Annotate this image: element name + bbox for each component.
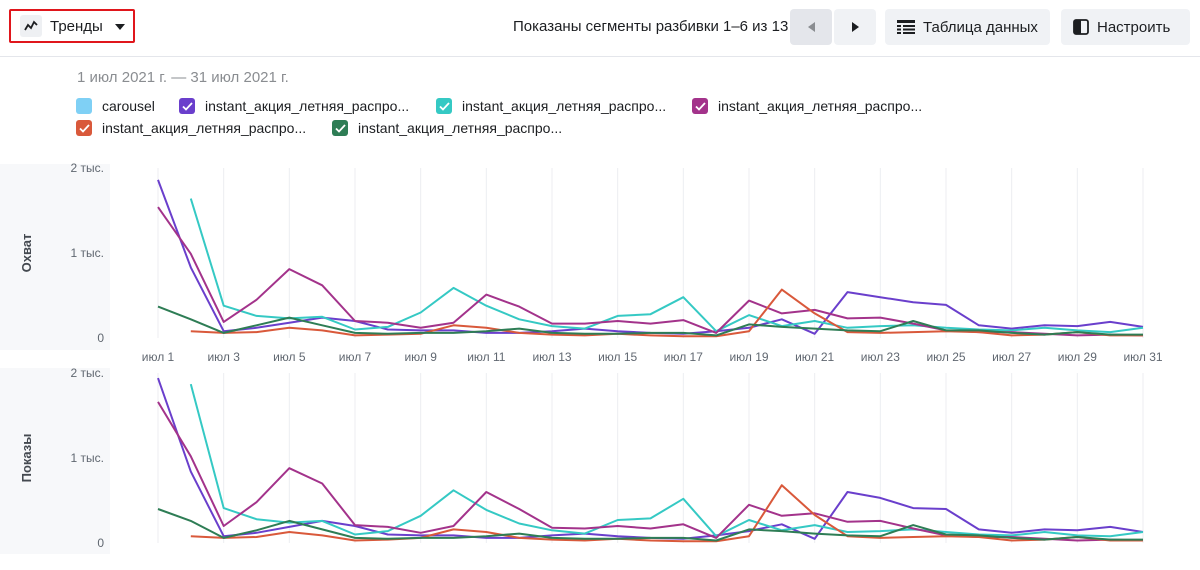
legend-label: instant_акция_летняя_распро... — [102, 120, 307, 136]
triangle-right-icon — [851, 22, 859, 32]
x-tick-label: июл 13 — [532, 350, 571, 364]
view-selector-button[interactable]: Тренды — [9, 9, 135, 43]
top-toolbar: Тренды Показаны сегменты разбивки 1–6 из… — [0, 0, 1200, 57]
x-tick-label: июл 29 — [1058, 350, 1097, 364]
legend-label: instant_акция_летняя_распро... — [358, 120, 563, 136]
next-segments-button[interactable] — [834, 9, 876, 45]
x-tick-label: июл 17 — [664, 350, 703, 364]
legend-item-3[interactable]: instant_акция_летняя_распро... — [436, 98, 666, 114]
y-tick-label: 0 — [97, 331, 104, 345]
prev-segments-button[interactable] — [790, 9, 832, 45]
legend-label: instant_акция_летняя_распро... — [718, 98, 923, 114]
x-tick-label: июл 27 — [992, 350, 1031, 364]
x-tick-label: июл 23 — [861, 350, 900, 364]
legend-item-4[interactable]: instant_акция_летняя_распро... — [692, 98, 922, 114]
legend-item-5[interactable]: instant_акция_летняя_распро... — [76, 120, 306, 136]
series-line-s5 — [157, 508, 1143, 542]
panel-label: Показы — [19, 434, 34, 483]
triangle-left-icon — [807, 22, 815, 32]
x-tick-label: июл 1 — [142, 350, 175, 364]
data-table-button[interactable]: Таблица данных — [885, 9, 1050, 45]
y-tick-label: 2 тыс. — [71, 161, 104, 175]
panel-layout-icon — [1073, 19, 1089, 35]
series-line-s2 — [189, 198, 1144, 334]
y-tick-label: 2 тыс. — [71, 366, 104, 380]
legend-label: instant_акция_летняя_распро... — [462, 98, 667, 114]
segments-status: Показаны сегменты разбивки 1–6 из 13 — [513, 18, 789, 35]
x-tick-label: июл 31 — [1123, 350, 1162, 364]
customize-button[interactable]: Настроить — [1061, 9, 1190, 45]
series-line-s5 — [157, 305, 1143, 337]
legend-label: instant_акция_летняя_распро... — [205, 98, 410, 114]
legend-checkbox-checked-icon[interactable] — [179, 98, 195, 114]
x-tick-label: июл 7 — [339, 350, 372, 364]
legend-checkbox-checked-icon[interactable] — [692, 98, 708, 114]
x-tick-label: июл 5 — [273, 350, 306, 364]
legend-item-1[interactable]: carousel — [76, 98, 155, 114]
trend-chart-icon — [20, 15, 42, 37]
panel-label: Охват — [19, 234, 34, 273]
legend-checkbox-checked-icon[interactable] — [332, 120, 348, 136]
x-tick-label: июл 3 — [207, 350, 240, 364]
legend-checkbox-checked-icon[interactable] — [436, 98, 452, 114]
y-tick-label: 1 тыс. — [71, 451, 104, 465]
view-selector-label: Тренды — [50, 17, 103, 35]
y-tick-label: 1 тыс. — [71, 246, 104, 260]
x-tick-label: июл 9 — [404, 350, 437, 364]
series-line-s4 — [190, 484, 1143, 543]
table-icon — [897, 20, 915, 34]
y-tick-label: 0 — [97, 536, 104, 550]
series-line-s4 — [190, 288, 1143, 338]
x-tick-label: июл 21 — [795, 350, 834, 364]
legend-swatch[interactable] — [76, 98, 92, 114]
x-tick-label: июл 15 — [598, 350, 637, 364]
caret-down-icon — [114, 17, 125, 35]
legend-item-2[interactable]: instant_акция_летняя_распро... — [179, 98, 409, 114]
x-tick-label: июл 25 — [926, 350, 965, 364]
date-range: 1 июл 2021 г. — 31 июл 2021 г. — [77, 69, 289, 86]
data-table-label: Таблица данных — [923, 18, 1038, 36]
customize-label: Настроить — [1097, 18, 1171, 36]
legend-item-6[interactable]: instant_акция_летняя_распро... — [332, 120, 562, 136]
x-tick-label: июл 19 — [729, 350, 768, 364]
series-line-s2 — [189, 383, 1144, 538]
x-tick-label: июл 11 — [467, 350, 506, 364]
legend-checkbox-checked-icon[interactable] — [76, 120, 92, 136]
legend-label: carousel — [102, 98, 155, 114]
